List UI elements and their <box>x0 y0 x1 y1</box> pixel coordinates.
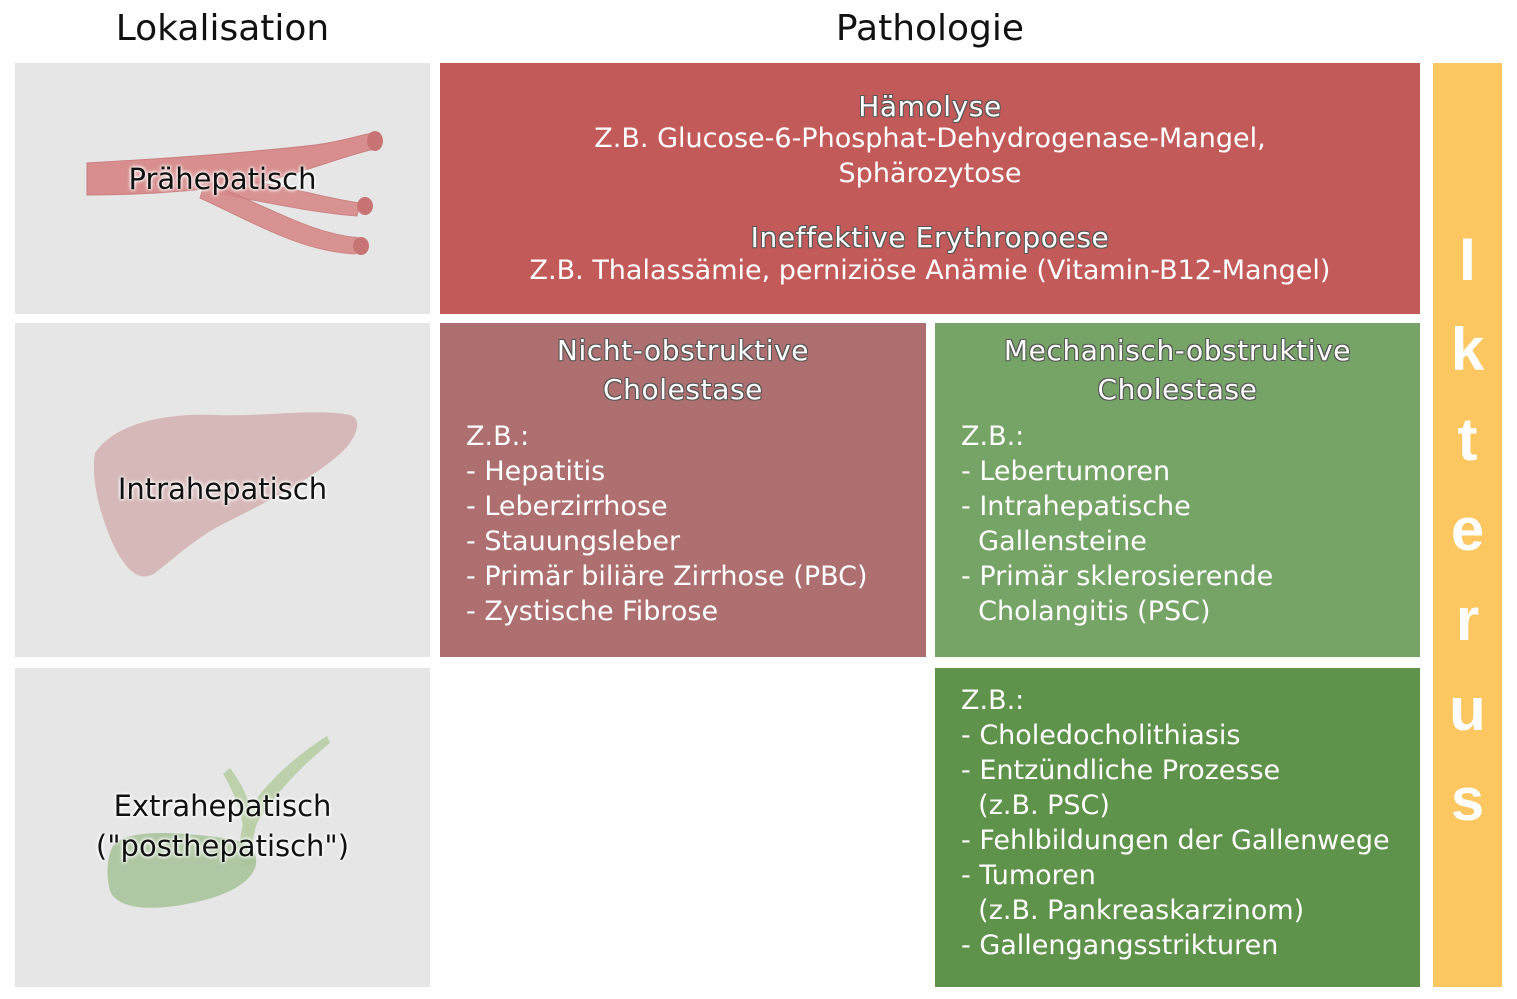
obstructive-item: Gallensteine <box>961 526 1147 557</box>
extrahepatic-item: - Tumoren <box>961 860 1096 891</box>
erythropoesis-example-line: Z.B. Thalassämie, perniziöse Anämie (Vit… <box>529 255 1331 286</box>
nonobstructive-box: Nicht-obstruktive Cholestase Z.B.: - Hep… <box>440 323 926 657</box>
ikterus-letter: t <box>1457 406 1478 473</box>
row-extrahepatic-panel: Extrahepatisch ("posthepatisch") <box>15 668 430 987</box>
nonobstructive-item: - Zystische Fibrose <box>466 596 719 627</box>
ikterus-letter: u <box>1449 676 1486 743</box>
ikterus-letter: s <box>1450 766 1485 833</box>
header-pathologie: Pathologie <box>835 8 1025 49</box>
hemolysis-example-line2: Sphärozytose <box>838 158 1022 189</box>
row-label-prehepatic: Prähepatisch <box>128 162 317 196</box>
obstructive-box: Mechanisch-obstruktive Cholestase Z.B.: … <box>935 323 1420 657</box>
obstructive-item: Cholangitis (PSC) <box>961 596 1211 627</box>
nonobstructive-item: - Hepatitis <box>466 456 606 487</box>
extrahepatic-item: - Fehlbildungen der Gallenwege <box>961 825 1390 856</box>
obstructive-title-line1: Mechanisch-obstruktive <box>1003 334 1352 367</box>
nonobstructive-item: Z.B.: <box>466 421 530 452</box>
extrahepatic-item: (z.B. Pankreaskarzinom) <box>961 895 1305 926</box>
nonobstructive-item: - Stauungsleber <box>466 526 681 557</box>
obstructive-item: - Intrahepatische <box>961 491 1191 522</box>
nonobstructive-item: - Leberzirrhose <box>466 491 668 522</box>
nonobstructive-item: - Primär biliäre Zirrhose (PBC) <box>466 561 868 592</box>
obstructive-item: Z.B.: <box>961 421 1025 452</box>
erythropoesis-title: Ineffektive Erythropoese <box>750 221 1110 254</box>
extrahepatic-item: - Gallengangsstrikturen <box>961 930 1279 961</box>
row-label-extrahepatic-line1: Extrahepatisch <box>113 789 332 823</box>
extrahepatic-box: Z.B.: - Choledocholithiasis - Entzündlic… <box>935 668 1420 987</box>
extrahepatic-item: (z.B. PSC) <box>961 790 1110 821</box>
gallbladder-icon <box>107 736 330 908</box>
row-label-intrahepatic: Intrahepatisch <box>117 472 328 506</box>
ikterus-letter: e <box>1450 496 1485 563</box>
obstructive-item: - Lebertumoren <box>961 456 1171 487</box>
blood-vessel-icon <box>86 131 383 255</box>
nonobstructive-title-line1: Nicht-obstruktive <box>556 334 810 367</box>
extrahepatic-item: - Choledocholithiasis <box>961 720 1241 751</box>
extrahepatic-item: Z.B.: <box>961 685 1025 716</box>
obstructive-title-line2: Cholestase <box>1097 373 1258 406</box>
extrahepatic-item: - Entzündliche Prozesse <box>961 755 1281 786</box>
ikterus-letter: r <box>1455 586 1480 653</box>
ikterus-bar: I k t e r u s <box>1433 63 1502 987</box>
nonobstructive-title-line2: Cholestase <box>603 373 763 406</box>
hemolysis-example-line1: Z.B. Glucose-6-Phosphat-Dehydrogenase-Ma… <box>594 123 1266 154</box>
hemolysis-title: Hämolyse <box>858 90 1002 123</box>
obstructive-item: - Primär sklerosierende <box>961 561 1274 592</box>
row-intrahepatic-panel: Intrahepatisch <box>15 323 430 657</box>
row-prehepatic-panel: Prähepatisch <box>15 63 430 314</box>
liver-icon <box>93 412 358 577</box>
header-lokalisation: Lokalisation <box>115 8 330 49</box>
ikterus-letter: k <box>1450 316 1485 383</box>
row-label-extrahepatic-line2: ("posthepatisch") <box>95 829 350 863</box>
ikterus-letter: I <box>1459 226 1476 293</box>
hemolysis-box: Hämolyse Z.B. Glucose-6-Phosphat-Dehydro… <box>440 63 1420 314</box>
